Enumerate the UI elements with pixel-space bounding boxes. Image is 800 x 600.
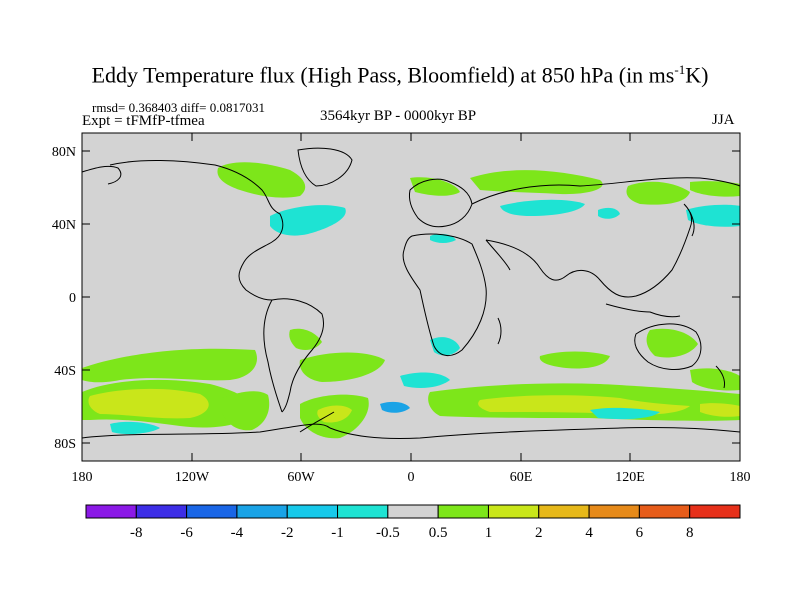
lon-label: 60W	[287, 470, 315, 485]
longitude-labels: 180 120W 60W 0 60E 120E 180	[72, 470, 751, 485]
lon-label: 120W	[175, 470, 210, 485]
lat-label: 80S	[54, 437, 76, 452]
lat-label: 0	[69, 291, 76, 306]
colorbar-label: -4	[231, 525, 244, 541]
rmsd-stats: rmsd= 0.368403 diff= 0.0817031	[92, 100, 265, 115]
coast-europe	[409, 178, 473, 228]
coast-south-asia	[485, 203, 693, 298]
lon-label: 180	[730, 470, 751, 485]
lat-label: 40N	[52, 218, 76, 233]
colorbar-box	[186, 504, 238, 519]
colorbar-label: 4	[585, 525, 593, 541]
coast-south-america-west	[263, 299, 283, 413]
anomaly-fills	[82, 162, 740, 439]
axis-ticks	[81, 133, 741, 461]
fill-south-pacific-left	[82, 348, 258, 383]
lon-label: 0	[408, 470, 415, 485]
lat-label: 80N	[52, 145, 76, 160]
coast-asia	[471, 177, 741, 205]
colorbar-box	[538, 504, 590, 519]
fill-east-edge-core	[700, 403, 740, 417]
season-label: JJA	[712, 112, 735, 128]
fill-south-atlantic	[299, 352, 385, 382]
fill-southern-indian-low	[590, 407, 660, 420]
colorbar-box	[286, 504, 339, 519]
coast-madagascar	[497, 317, 502, 345]
colorbar-box	[638, 504, 691, 519]
period-label: 3564kyr BP - 0000kyr BP	[320, 108, 477, 124]
lon-label: 120E	[615, 470, 645, 485]
coast-antarctica	[81, 423, 741, 439]
colorbar-box	[85, 504, 137, 519]
fill-south-america-pacific	[222, 391, 270, 431]
fill-pacific-core	[88, 388, 209, 419]
chart-title: Eddy Temperature flux (High Pass, Bloomf…	[91, 62, 709, 88]
lon-label: 60E	[510, 470, 533, 485]
colorbar-box	[337, 504, 389, 519]
title-superscript: -1	[674, 62, 686, 77]
fill-australia	[646, 328, 698, 358]
fill-atlantic-low	[380, 401, 410, 413]
colorbar-box	[689, 504, 741, 519]
fill-north-pacific-west	[686, 204, 740, 227]
coast-indonesia	[605, 303, 681, 318]
coast-japan	[689, 211, 695, 237]
fill-central-asia	[500, 199, 585, 216]
fill-east-siberia	[598, 207, 620, 219]
colorbar-box	[437, 504, 489, 519]
coast-alaska	[81, 165, 122, 185]
colorbar-label: -2	[281, 525, 294, 541]
colorbar-label: -8	[130, 525, 143, 541]
colorbar-labels: -8 -6 -4 -2 -1 -0.5 0.5 1 2 4 6 8	[130, 525, 693, 541]
fill-drake-core	[317, 405, 352, 423]
fill-nw-atlantic	[270, 205, 346, 236]
colorbar-label: -1	[331, 525, 344, 541]
latitude-labels: 80N 40N 0 40S 80S	[52, 145, 76, 452]
colorbar-label: 0.5	[429, 525, 448, 541]
coast-new-zealand	[715, 365, 725, 389]
colorbar-box	[387, 504, 439, 519]
fill-north-pacific	[690, 181, 740, 197]
colorbar-label: -0.5	[376, 525, 400, 541]
fill-south-atlantic-west	[289, 328, 322, 350]
fill-south-indian-mid	[539, 351, 610, 369]
experiment-label: Expt = tFMfP-tfmea	[82, 113, 205, 129]
colorbar-label: 1	[485, 525, 493, 541]
coast-antarctic-peninsula	[299, 411, 335, 433]
lat-label: 40S	[54, 364, 76, 379]
fill-east-asia	[626, 181, 690, 205]
colorbar-box	[135, 504, 188, 519]
fill-south-indian-west	[400, 372, 450, 388]
coastlines	[81, 147, 741, 439]
colorbar-label: 6	[636, 525, 644, 541]
fill-greenland-canada	[217, 162, 306, 198]
coast-north-america	[109, 159, 284, 301]
colorbar-label: -6	[180, 525, 193, 541]
fill-tasman	[690, 368, 740, 391]
fill-siberia	[470, 170, 603, 195]
lon-label: 180	[72, 470, 93, 485]
colorbar-label: 2	[535, 525, 543, 541]
colorbar-label: 8	[686, 525, 694, 541]
coast-africa	[402, 233, 487, 356]
coast-australia	[634, 323, 702, 370]
colorbar	[85, 504, 741, 519]
fill-southern-pacific-low	[110, 421, 160, 435]
coast-south-america	[271, 298, 325, 413]
coast-arabia	[485, 239, 511, 271]
colorbar-box	[487, 504, 540, 519]
coast-greenland	[297, 147, 353, 187]
colorbar-box	[588, 504, 640, 519]
colorbar-box	[236, 504, 288, 519]
